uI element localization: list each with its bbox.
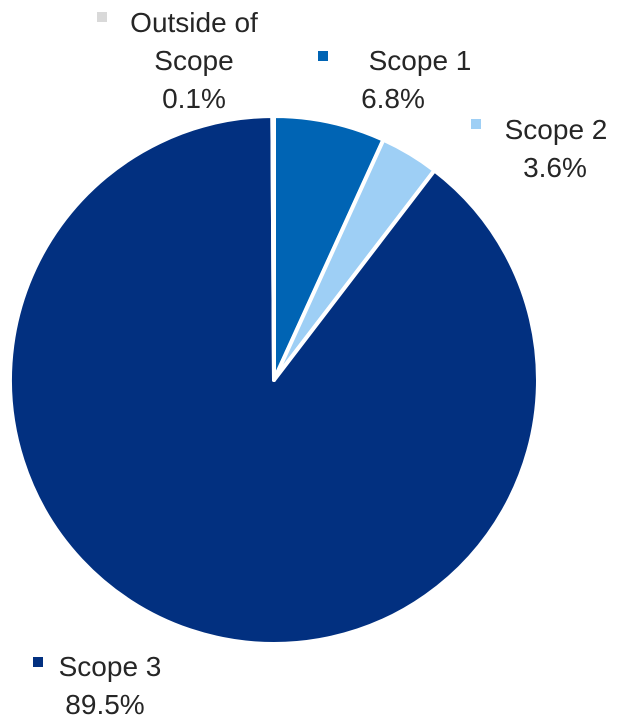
value-label-scope-3: 89.5% [65, 689, 144, 720]
data-label-scope-3: Scope 3 89.5% [33, 651, 161, 720]
legend-marker-scope-3 [33, 657, 43, 667]
data-label-outside-of-scope: Outside of Scope 0.1% [97, 7, 258, 114]
value-label-scope-2: 3.6% [523, 152, 587, 183]
data-label-scope-2: Scope 2 3.6% [471, 114, 607, 183]
pie-data-labels: Scope 1 6.8% Scope 2 3.6% Scope 3 89.5% Outsid… [33, 7, 607, 720]
value-label-scope-1: 6.8% [361, 83, 425, 114]
series-name-scope-2: Scope 2 [505, 114, 608, 145]
value-label-outside-of-scope: 0.1% [162, 83, 226, 114]
series-name-outside-of-scope: Outside of Scope [130, 7, 258, 76]
pie-slice-scope-1 [272, 114, 386, 382]
legend-marker-scope-1 [318, 51, 328, 61]
data-label-scope-1: Scope 1 6.8% [318, 45, 471, 114]
pie-slices [8, 114, 540, 646]
legend-marker-scope-2 [471, 119, 481, 129]
series-name-scope-1: Scope 1 [369, 45, 472, 76]
legend-marker-outside-of-scope [97, 12, 107, 22]
series-name-scope-3: Scope 3 [59, 651, 162, 682]
pie-slice-outside-of-scope [270, 114, 276, 382]
